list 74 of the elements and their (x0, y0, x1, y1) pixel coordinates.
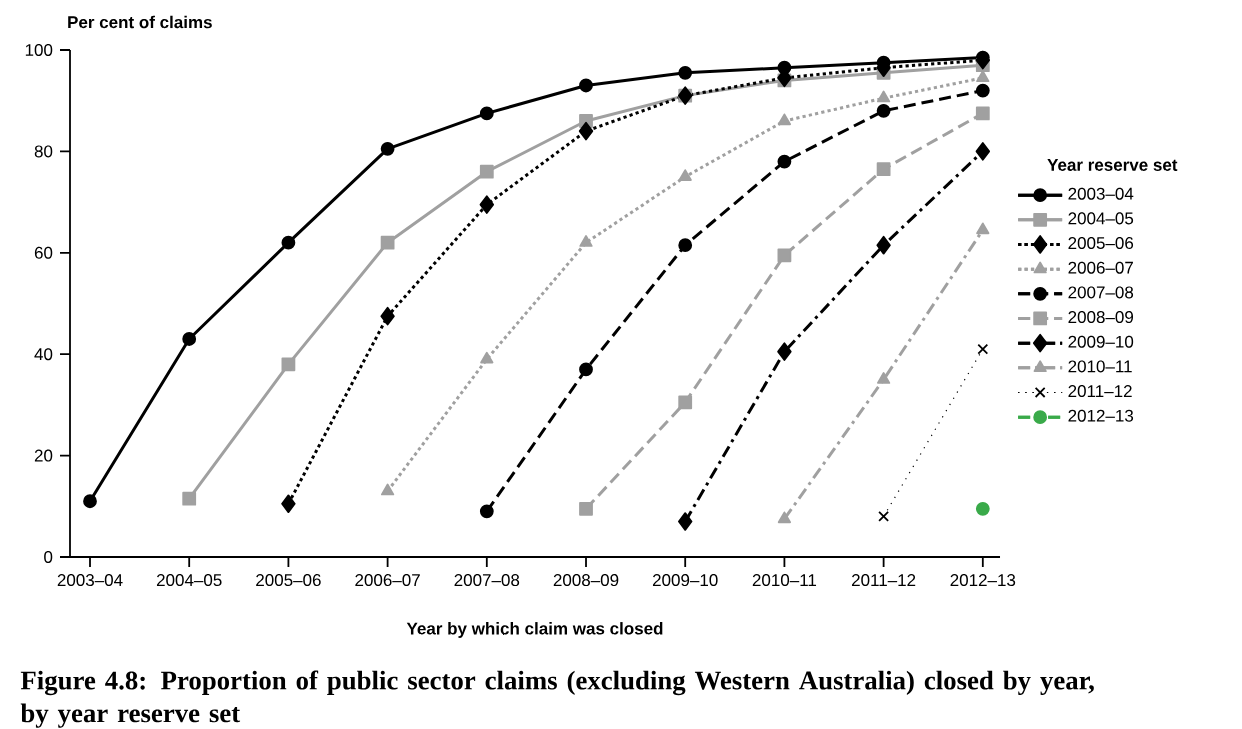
point (678, 512, 693, 531)
legend-label: 2006–07 (1068, 261, 1133, 274)
text: Figure 4.8: Proportion of public sector claims (excluding Western Australia) closed by year, by year reserve set (20, 670, 1094, 728)
x-tick-label: 2009–10 (652, 574, 718, 587)
point (876, 103, 891, 118)
point (678, 395, 693, 410)
point (380, 235, 395, 250)
point (479, 195, 495, 214)
x-tick-label: 2011–12 (852, 574, 916, 587)
point (975, 142, 991, 161)
point (975, 83, 990, 98)
point (83, 494, 97, 509)
point (976, 70, 990, 83)
legend-label: 2007–08 (1068, 286, 1134, 299)
point (579, 501, 593, 516)
point (579, 362, 593, 377)
legend-label: 2008–09 (1068, 311, 1134, 324)
x-tick-label: 2005–06 (256, 574, 321, 587)
legend-label: 2010–11 (1068, 360, 1132, 373)
y-tick-label: 80 (34, 145, 53, 158)
y-tick-label: 60 (34, 246, 53, 259)
point (578, 121, 594, 141)
point (380, 483, 395, 496)
point (281, 494, 296, 514)
point (182, 332, 197, 346)
point (678, 169, 692, 181)
point (182, 491, 197, 506)
y-tick-label: 20 (34, 449, 53, 462)
x-tick-label: 2004–05 (156, 574, 222, 587)
point (281, 235, 296, 250)
point (479, 504, 494, 519)
legend-label: 2012–13 (1068, 409, 1134, 422)
x-tick-label: 2006–07 (355, 574, 420, 587)
point (777, 113, 792, 126)
point (777, 248, 792, 263)
point (480, 351, 494, 364)
x-tick-label: 2003–04 (57, 574, 123, 587)
point (878, 511, 890, 522)
y-tick-label: 100 (25, 43, 53, 57)
point (876, 162, 891, 177)
point (380, 306, 395, 326)
point (479, 106, 494, 121)
x-tick-label: 2007–08 (454, 574, 520, 587)
legend-label: 2004–05 (1068, 212, 1134, 225)
point (976, 222, 990, 235)
x-tick-label: 2010–11 (752, 574, 817, 587)
y-tick-label: 40 (34, 348, 53, 361)
legend-label: 2003–04 (1068, 187, 1134, 200)
legend-label: 2011–12 (1068, 385, 1132, 398)
point (579, 235, 593, 247)
point (678, 65, 693, 80)
point (777, 342, 792, 361)
x-tick-label: 2012–13 (950, 574, 1016, 587)
point (877, 90, 891, 103)
point (975, 50, 991, 70)
point (479, 164, 494, 179)
point (579, 78, 593, 93)
legend-label: 2009–10 (1068, 335, 1134, 348)
point (380, 141, 395, 156)
point (777, 511, 792, 524)
legend-title: Year reserve set (1047, 159, 1178, 171)
y-tick-label: 0 (44, 551, 53, 564)
x-tick-label: 2008–09 (553, 574, 619, 587)
point (777, 154, 792, 169)
point (876, 235, 891, 255)
point (977, 343, 989, 355)
point (678, 238, 693, 253)
point (877, 372, 891, 384)
x-axis-title: Year by which claim was closed (406, 622, 663, 638)
point (975, 106, 990, 121)
point (975, 501, 990, 516)
legend-label: 2005–06 (1068, 237, 1134, 250)
y-axis-title: Per cent of claims (68, 15, 212, 29)
point (281, 357, 296, 372)
